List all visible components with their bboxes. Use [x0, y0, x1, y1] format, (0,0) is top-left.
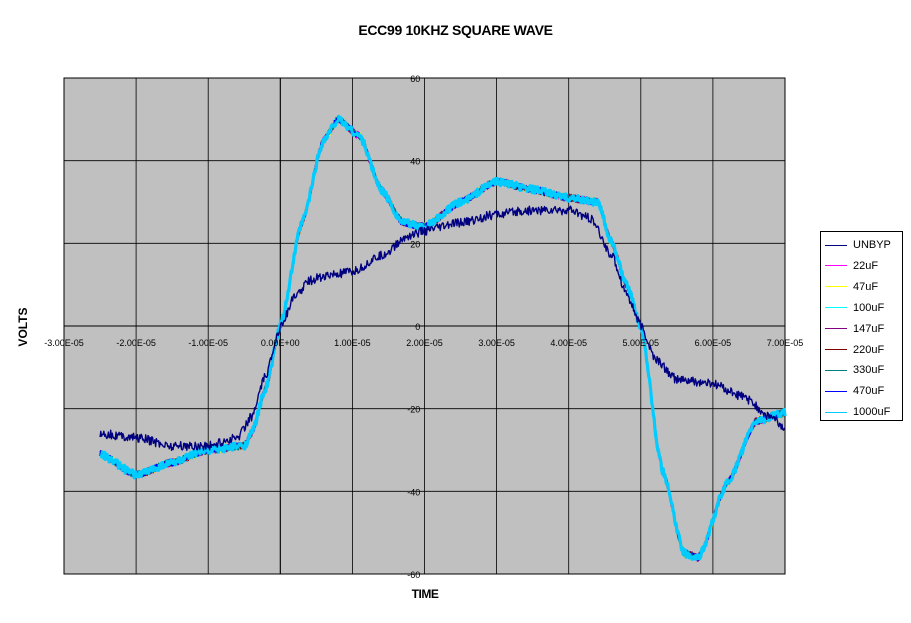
x-tick-label: 0.00E+00 — [261, 338, 300, 348]
series-line-1000uF — [99, 114, 787, 561]
x-tick-label: -3.00E-05 — [44, 338, 84, 348]
x-tick-label: -2.00E-05 — [116, 338, 156, 348]
legend-item: UNBYP — [825, 235, 891, 255]
legend-item: 100uF — [825, 298, 884, 318]
legend-label: 147uF — [853, 322, 885, 335]
y-tick-label: -40 — [407, 487, 420, 497]
y-tick-label: -60 — [407, 570, 420, 580]
legend-swatch — [825, 265, 847, 267]
x-tick-label: 5.00E-05 — [623, 338, 660, 348]
legend-swatch — [825, 411, 847, 413]
x-tick-label: -1.00E-05 — [188, 338, 228, 348]
legend-swatch — [825, 286, 847, 288]
legend-label: 330uF — [853, 364, 885, 377]
x-tick-label: 4.00E-05 — [550, 338, 587, 348]
legend-item: 1000uF — [825, 402, 890, 422]
legend-swatch — [825, 349, 847, 350]
y-tick-label: 60 — [410, 74, 420, 84]
legend-item: 330uF — [825, 360, 884, 380]
legend-swatch — [825, 328, 847, 330]
legend-label: 22uF — [853, 259, 879, 272]
x-axis-label: TIME — [411, 587, 439, 601]
legend-item: 47uF — [825, 277, 878, 297]
legend-item: 470uF — [825, 381, 884, 401]
legend-label: 220uF — [853, 343, 885, 356]
legend-swatch — [825, 369, 847, 371]
legend-swatch — [825, 390, 847, 392]
legend-item: 22uF — [825, 256, 878, 276]
y-tick-label: 20 — [410, 239, 420, 249]
y-tick-label: 0 — [415, 322, 420, 332]
y-axis-label: VOLTS — [16, 307, 30, 347]
chart-legend: UNBYP 22uF 47uF 100uF 147uF 220uF 330uF 470uF 10… — [820, 231, 903, 421]
legend-label: UNBYP — [853, 239, 891, 251]
chart-title: ECC99 10KHZ SQUARE WAVE — [358, 22, 553, 38]
x-tick-label: 6.00E-05 — [695, 338, 732, 348]
legend-label: 100uF — [853, 301, 885, 314]
legend-label: 47uF — [853, 280, 879, 293]
legend-label: 470uF — [853, 385, 885, 398]
x-tick-label: 3.00E-05 — [478, 338, 515, 348]
y-tick-label: 40 — [410, 157, 420, 167]
x-tick-label: 1.00E-05 — [334, 338, 371, 348]
legend-swatch — [825, 307, 847, 309]
x-tick-label: 7.00E-05 — [767, 338, 804, 348]
x-tick-label: 2.00E-05 — [406, 338, 443, 348]
series-line-UNBYP — [99, 205, 786, 452]
legend-item: 147uF — [825, 319, 884, 339]
y-tick-label: -20 — [407, 405, 420, 415]
legend-swatch — [825, 244, 847, 246]
legend-item: 220uF — [825, 340, 884, 360]
legend-label: 1000uF — [853, 406, 891, 419]
